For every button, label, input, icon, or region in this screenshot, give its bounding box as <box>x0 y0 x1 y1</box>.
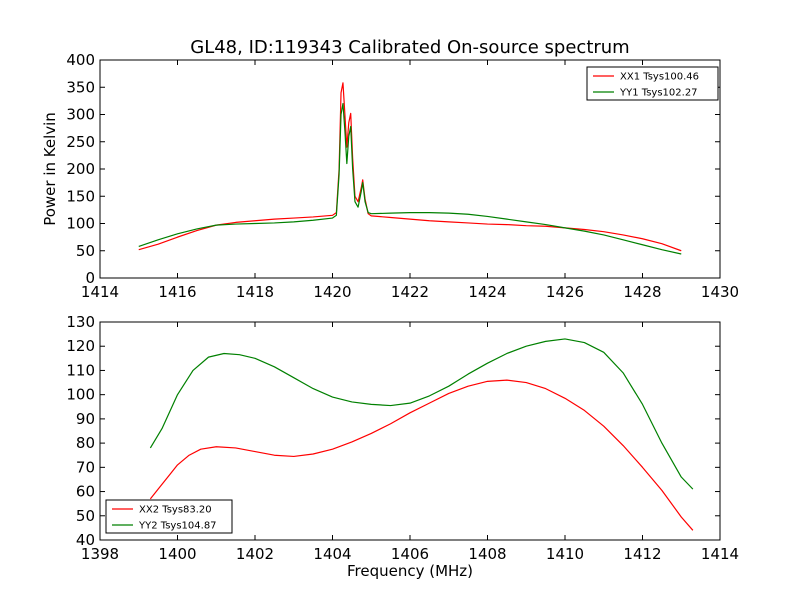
chart-panel-2: 1398 1400 1402 1404 1406 1408 1410 1412 1414 40 50… <box>66 313 739 580</box>
x-tick-label: 1422 <box>391 283 429 301</box>
figure-title: GL48, ID:119343 Calibrated On-source spe… <box>190 37 629 58</box>
legend-entry: XX2 Tsys83.20 <box>139 505 212 516</box>
y-tick-label: 300 <box>66 106 95 124</box>
series-line-red <box>138 82 682 252</box>
plot-panels: 1414 1416 1418 1420 1422 1424 1426 1428 14300501… <box>41 51 739 580</box>
series-line-green <box>138 103 682 255</box>
series-line-red <box>149 379 694 531</box>
legend-entry: YY2 Tsys104.87 <box>138 521 217 532</box>
legend-box <box>105 499 233 534</box>
y-tick-label: 0 <box>85 269 95 287</box>
y-tick-label: 60 <box>76 483 95 501</box>
x-tick-label: 1420 <box>313 283 351 301</box>
y-tick-label: 70 <box>76 458 95 476</box>
legend: XX2 Tsys83.20 YY2 Tsys104.87 <box>105 499 233 534</box>
y-tick-label: 120 <box>66 337 95 355</box>
y-tick-label: 400 <box>66 51 95 69</box>
x-tick-label: 1412 <box>623 545 661 563</box>
x-tick-label: 1416 <box>158 283 196 301</box>
y-tick-label: 100 <box>66 386 95 404</box>
x-tick-label: 1426 <box>546 283 584 301</box>
x-tick-label: 1398 <box>81 545 119 563</box>
chart-panel-1: 1414 1416 1418 1420 1422 1424 1426 1428 1430 0 50 1… <box>41 51 739 301</box>
y-tick-label: 130 <box>66 313 95 331</box>
x-tick-label: 1410 <box>546 545 584 563</box>
y-tick-label: 100 <box>66 215 95 233</box>
y-tick-label: 200 <box>66 160 95 178</box>
y-tick-label: 50 <box>76 507 95 525</box>
y-tick-label: 110 <box>66 361 95 379</box>
y-tick-label: 80 <box>76 434 95 452</box>
x-axis-label: Frequency (MHz) <box>347 562 473 580</box>
legend: XX1 Tsys100.46 YY1 Tsys102.27 <box>586 66 719 101</box>
legend-box <box>586 66 719 101</box>
legend-entry: YY1 Tsys102.27 <box>619 88 698 99</box>
y-tick-label: 250 <box>66 133 95 151</box>
x-tick-label: 1414 <box>701 545 739 563</box>
x-tick-label: 1406 <box>391 545 429 563</box>
x-tick-label: 1430 <box>701 283 739 301</box>
x-tick-label: 1402 <box>236 545 274 563</box>
y-tick-label: 40 <box>76 531 95 549</box>
x-tick-label: 1408 <box>468 545 506 563</box>
x-tick-label: 1414 <box>81 283 119 301</box>
y-axis-label: Power in Kelvin <box>41 112 59 226</box>
y-tick-label: 90 <box>76 410 95 428</box>
x-tick-label: 1400 <box>158 545 196 563</box>
legend-entry: XX1 Tsys100.46 <box>620 72 699 83</box>
y-tick-label: 350 <box>66 78 95 96</box>
x-tick-label: 1424 <box>468 283 506 301</box>
x-tick-label: 1404 <box>313 545 351 563</box>
y-tick-label: 50 <box>76 242 95 260</box>
x-tick-label: 1428 <box>623 283 661 301</box>
series-line-green <box>149 338 694 490</box>
x-tick-label: 1418 <box>236 283 274 301</box>
y-tick-label: 150 <box>66 187 95 205</box>
